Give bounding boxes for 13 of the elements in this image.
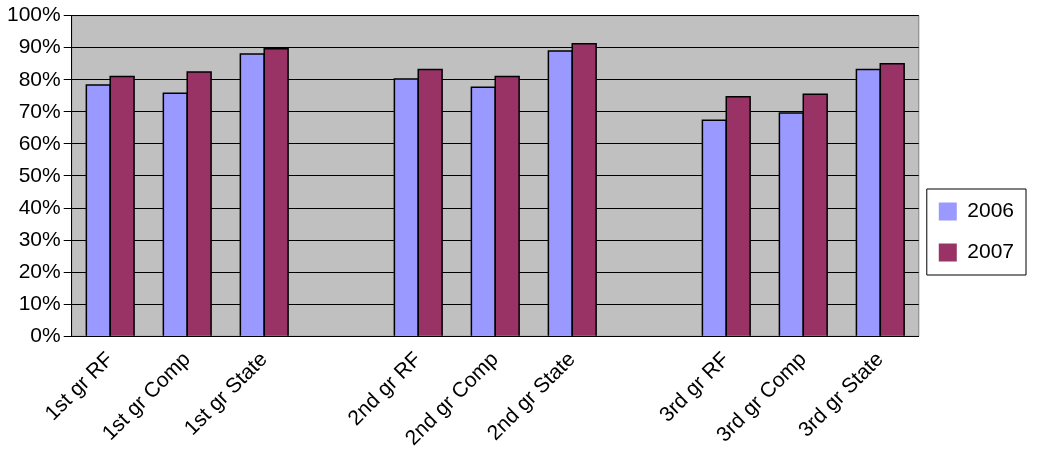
legend-label: 2007 [967,239,1014,263]
y-tick-label: 30% [18,226,61,250]
y-tick-label: 50% [18,162,61,186]
y-tick-label: 40% [18,194,61,218]
y-tick-label: 60% [18,130,61,154]
y-tick-label: 70% [18,98,61,122]
legend-label: 2006 [967,198,1014,222]
y-tick-label: 90% [18,34,61,58]
y-tick-label: 80% [18,66,61,90]
y-tick-label: 20% [18,258,61,282]
y-tick-label: 10% [18,291,61,315]
y-tick-label: 100% [6,2,61,26]
y-tick-label: 0% [30,323,61,347]
